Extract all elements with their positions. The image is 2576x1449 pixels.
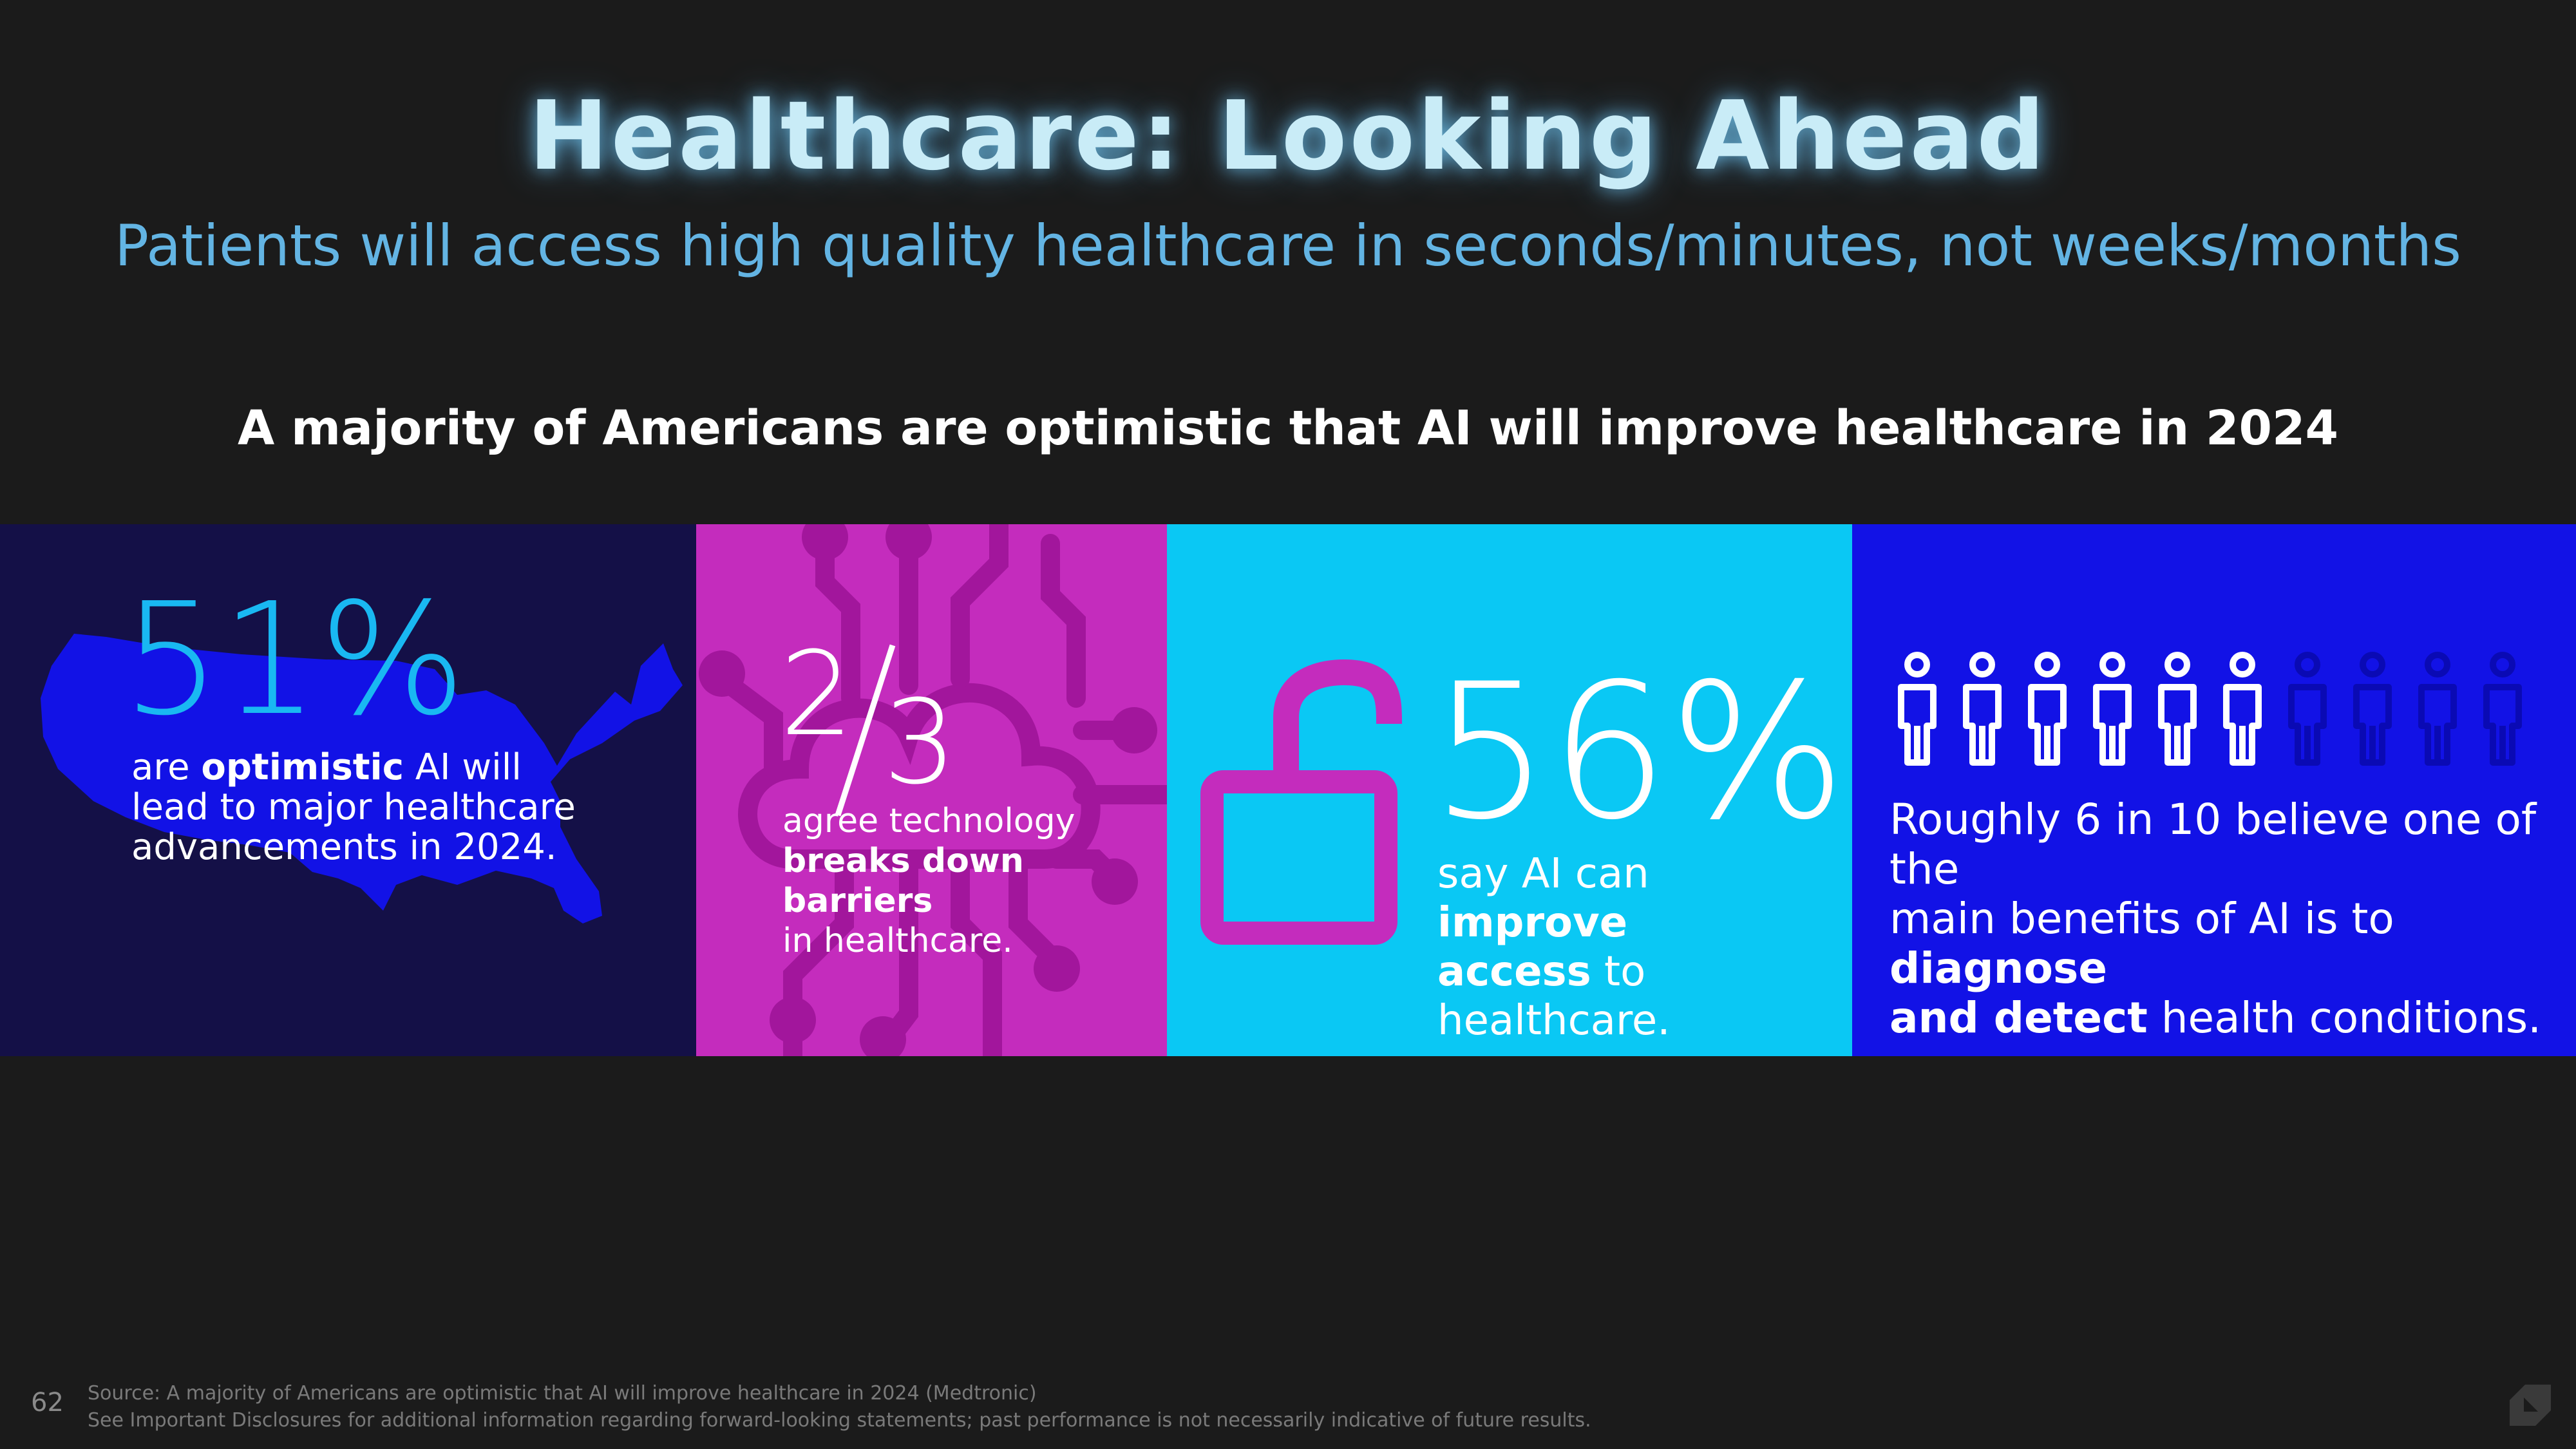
page-subtitle: Patients will access high quality health… (114, 213, 2462, 279)
person-icon-highlighted (2158, 652, 2197, 766)
person-icon (2483, 652, 2522, 766)
person-icon-highlighted (1898, 652, 1937, 766)
person-icon-highlighted (1963, 652, 2002, 766)
panel-diagnose: Roughly 6 in 10 believe one of the main … (1852, 524, 2576, 1056)
page-title: Healthcare: Looking Ahead (528, 80, 2048, 191)
section-headline: A majority of Americans are optimistic t… (238, 401, 2338, 456)
source-note: Source: A majority of Americans are opti… (88, 1382, 1037, 1405)
disclosure-note: See Important Disclosures for additional… (88, 1409, 1591, 1432)
fraction-slash (835, 644, 896, 817)
barriers-description: agree technology breaks down barriers in… (782, 802, 1075, 960)
person-icon-highlighted (2028, 652, 2067, 766)
fraction-numerator: 2 (780, 627, 854, 762)
panel-access: 56% say AI can improve access to healthc… (1167, 524, 1852, 1056)
fraction-denominator: 3 (883, 676, 957, 810)
person-icon-highlighted (2223, 652, 2262, 766)
open-padlock-icon (1200, 659, 1402, 945)
optimistic-description: are optimistic AI will lead to major hea… (131, 746, 576, 868)
page-number: 62 (31, 1388, 64, 1417)
person-icon (2288, 652, 2327, 766)
panel-optimistic: 51% are optimistic AI will lead to major… (0, 524, 696, 1056)
diagnose-description: Roughly 6 in 10 believe one of the main … (1889, 795, 2542, 1043)
brand-logo-icon (2510, 1385, 2551, 1426)
access-description: say AI can improve access to healthcare. (1437, 850, 1671, 1045)
circuit-cloud-icon (699, 524, 1167, 1056)
people-row (1895, 652, 2539, 781)
usa-map-icon (41, 634, 683, 923)
person-icon (2353, 652, 2392, 766)
footer-notes: Source: A majority of Americans are opti… (88, 1380, 1591, 1434)
stat-51-percent: 51% (122, 569, 466, 750)
panel-barriers: 2 3 agree technology breaks down barrier… (696, 524, 1167, 1056)
person-icon-highlighted (2093, 652, 2132, 766)
person-icon (2418, 652, 2457, 766)
stat-56-percent: 56% (1431, 644, 1846, 861)
